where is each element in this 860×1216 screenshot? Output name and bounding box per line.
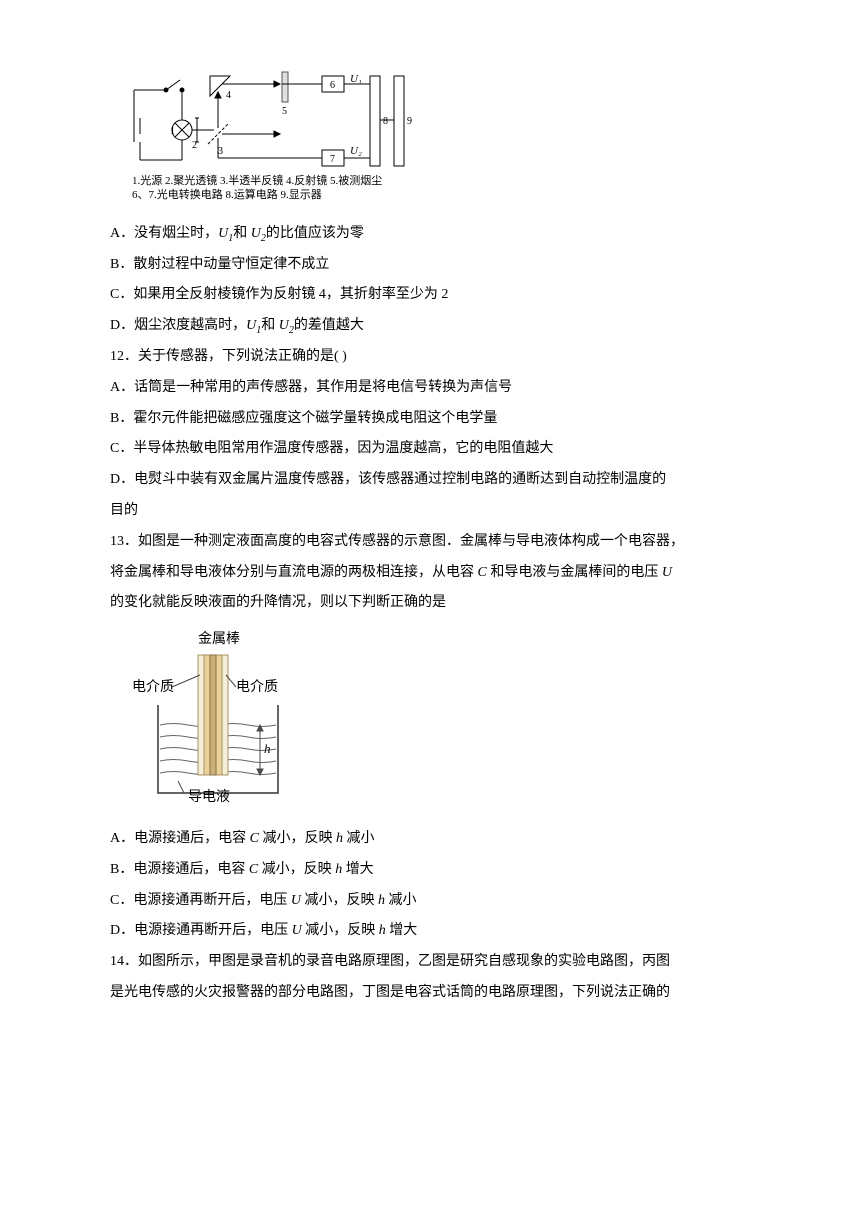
fig2-label-h: h (264, 741, 271, 756)
q12-option-c: C．半导体热敏电阻常用作温度传感器，因为温度越高，它的电阻值越大 (110, 434, 760, 465)
fig1-n7: 7 (330, 154, 335, 165)
q13-option-b: B．电源接通后，电容 C 减小，反映 h 增大 (110, 855, 760, 886)
q11-option-a: A．没有烟尘时，U1和 U2的比值应该为零 (110, 219, 760, 250)
q13-figure: 金属棒 电介质 电介质 导电液 h (128, 625, 760, 818)
fig1-n2: 2 (192, 140, 197, 151)
q11-option-d: D．烟尘浓度越高时，U1和 U2的差值越大 (110, 311, 760, 342)
fig1-n1: 1 (170, 126, 175, 137)
q11-figure: 1 2 3 4 5 6 7 8 9 U₁ U₂ 1.光源 2.聚光透镜 3.半透… (122, 70, 760, 213)
q13-stem-l3: 的变化就能反映液面的升降情况，则以下判断正确的是 (110, 588, 760, 619)
fig1-caption2: 6、7.光电转换电路 8.运算电路 9.显示器 (132, 187, 322, 200)
fig1-n6: 6 (330, 80, 335, 91)
q13-stem-l1: 13．如图是一种测定液面高度的电容式传感器的示意图．金属棒与导电液体构成一个电容… (110, 527, 760, 558)
fig2-label-rod: 金属棒 (198, 631, 240, 647)
fig1-n8: 8 (383, 116, 388, 127)
fig1-U1: U₁ (350, 73, 362, 85)
q14-l1: 14．如图所示，甲图是录音机的录音电路原理图，乙图是研究自感现象的实验电路图，丙… (110, 947, 760, 978)
fig2-label-diel-r: 电介质 (236, 679, 278, 695)
capacitor-sensor-svg: 金属棒 电介质 电介质 导电液 h (128, 625, 308, 805)
q13-stem-l2: 将金属棒和导电液体分别与直流电源的两极相连接，从电容 C 和导电液与金属棒间的电… (110, 558, 760, 589)
fig1-n5: 5 (282, 106, 287, 117)
fig2-label-liquid: 导电液 (188, 789, 230, 805)
fig1-U2: U₂ (350, 145, 362, 157)
q13-option-d: D．电源接通再断开后，电压 U 减小，反映 h 增大 (110, 916, 760, 947)
q11-option-b: B．散射过程中动量守恒定律不成立 (110, 250, 760, 281)
fig1-caption1: 1.光源 2.聚光透镜 3.半透半反镜 4.反射镜 5.被测烟尘 (132, 173, 382, 187)
fig1-n4: 4 (226, 90, 231, 101)
fig1-n3: 3 (218, 146, 223, 157)
circuit-diagram-svg: 1 2 3 4 5 6 7 8 9 U₁ U₂ 1.光源 2.聚光透镜 3.半透… (122, 70, 422, 200)
q14-l2: 是光电传感的火灾报警器的部分电路图，丁图是电容式话筒的电路原理图，下列说法正确的 (110, 978, 760, 1009)
q12-stem: 12．关于传感器，下列说法正确的是( ) (110, 342, 760, 373)
q12-option-d-l1: D．电熨斗中装有双金属片温度传感器，该传感器通过控制电路的通断达到自动控制温度的 (110, 465, 760, 496)
q13-option-c: C．电源接通再断开后，电压 U 减小，反映 h 减小 (110, 886, 760, 917)
q12-option-d-l2: 目的 (110, 496, 760, 527)
q12-option-b: B．霍尔元件能把磁感应强度这个磁学量转换成电阻这个电学量 (110, 404, 760, 435)
fig1-n9: 9 (407, 116, 412, 127)
q11-option-c: C．如果用全反射棱镜作为反射镜 4，其折射率至少为 2 (110, 280, 760, 311)
fig2-label-diel-l: 电介质 (132, 679, 174, 695)
q12-option-a: A．话筒是一种常用的声传感器，其作用是将电信号转换为声信号 (110, 373, 760, 404)
q13-option-a: A．电源接通后，电容 C 减小，反映 h 减小 (110, 824, 760, 855)
